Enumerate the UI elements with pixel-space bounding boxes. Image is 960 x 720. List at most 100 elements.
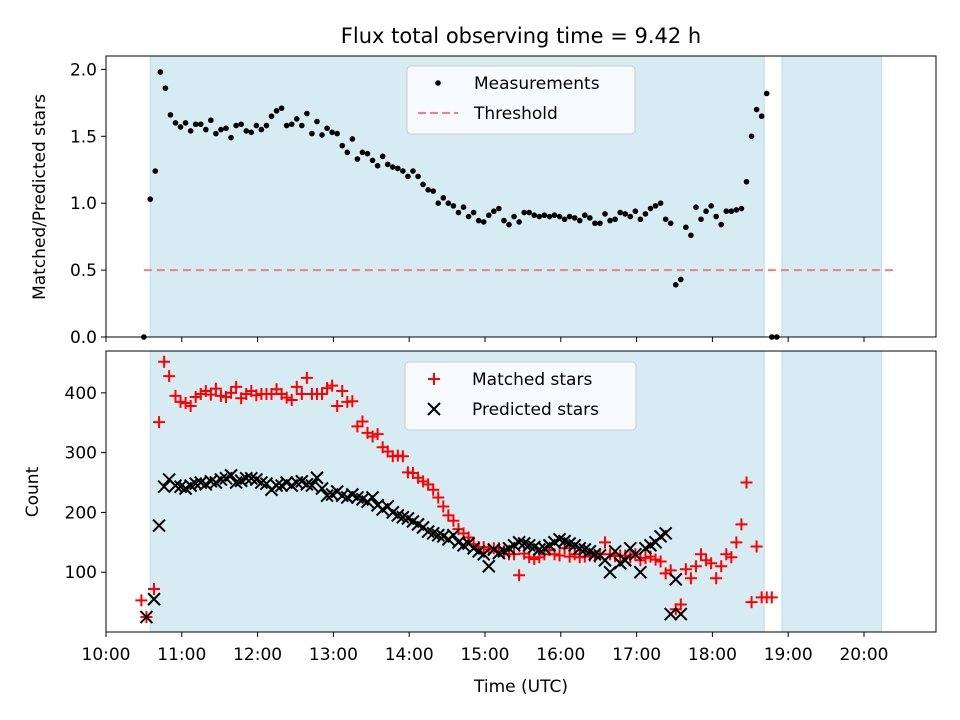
bottom-x-tick-label: 11:00 [157, 645, 206, 665]
measurement-point [177, 124, 184, 130]
measurement-point [359, 149, 366, 156]
measurement-point [506, 221, 512, 228]
predicted-star-point [300, 477, 314, 492]
measurement-point [410, 168, 416, 174]
measurement-point [647, 205, 654, 212]
measurement-point [738, 205, 745, 212]
measurement-point [248, 129, 255, 136]
count-panel: 100 200 300 400 10:00 11:00 12:00 13:00 14:00 15:… [23, 350, 937, 697]
measurement-point [546, 213, 553, 220]
measurement-point [283, 122, 290, 129]
bottom-x-tick-label: 12:00 [233, 645, 282, 665]
measurement-point [243, 128, 250, 134]
measurement-point [203, 126, 209, 133]
bottom-x-tick-label: 17:00 [612, 645, 661, 665]
matched-star-point [336, 385, 349, 398]
measurement-point [324, 125, 330, 132]
measurement-point [652, 203, 659, 209]
predicted-star-point [512, 535, 526, 550]
matched-star-point [189, 391, 202, 404]
top-y-axis-label: Matched/Predicted stars [30, 94, 50, 300]
measurement-point [420, 181, 426, 188]
measurement-point [455, 209, 462, 216]
matched-star-point [649, 553, 662, 566]
measurement-point [723, 208, 730, 215]
measurement-point [374, 162, 381, 169]
measurement-point [587, 215, 593, 221]
measurement-point [344, 149, 351, 156]
matched-star-point [250, 389, 263, 402]
bottom-x-tick-label: 10:00 [82, 645, 131, 665]
bottom-x-tick-label: 15:00 [460, 645, 509, 665]
matched-star-point [295, 388, 308, 401]
matched-star-point [624, 551, 637, 564]
bottom-y-tick-label: 200 [65, 503, 97, 523]
measurement-point [263, 122, 270, 129]
measurement-point [445, 200, 452, 206]
bottom-axis-ticks: 100 200 300 400 10:00 11:00 12:00 13:00 14:00 15:… [65, 384, 889, 665]
bottom-y-axis-label: Count [23, 466, 43, 517]
matched-star-point [179, 397, 192, 410]
measurement-point [354, 156, 361, 162]
measurement-point [753, 106, 760, 113]
measurement-point [708, 203, 714, 209]
measurement-point [470, 209, 477, 216]
bottom-x-tick-label: 19:00 [764, 645, 813, 665]
ratio-panel: 0.00.51.01.52.0 Matched/Predicted stars … [30, 55, 937, 348]
top-legend-box [406, 65, 636, 135]
measurement-point [763, 90, 770, 97]
measurement-point [597, 220, 603, 227]
predicted-star-point [431, 528, 445, 542]
measurement-point [182, 120, 189, 126]
matched-star-point [735, 518, 748, 531]
predicted-star-point [669, 572, 683, 587]
predicted-star-point [157, 480, 171, 494]
measurement-point [642, 211, 649, 217]
bottom-plot-marks [135, 355, 778, 624]
matched-star-point [679, 563, 692, 576]
measurement-point [566, 213, 573, 220]
measurement-point [496, 205, 502, 212]
matched-star-point [225, 386, 238, 399]
bottom-observing-bands [149, 350, 883, 633]
predicted-star-point [588, 547, 602, 561]
measurement-point [526, 209, 533, 216]
measurement-point [405, 173, 411, 180]
matched-star-point [442, 509, 455, 522]
measurement-point [415, 173, 421, 180]
measurement-point [662, 216, 669, 223]
matched-star-point [422, 478, 435, 491]
matched-star-point [153, 416, 166, 429]
measurement-point [627, 213, 634, 220]
legend-matched-marker [428, 373, 440, 385]
measurement-point [592, 220, 598, 227]
measurement-point [228, 134, 234, 141]
matched-star-point [331, 400, 344, 413]
measurement-point [516, 219, 522, 225]
measurement-point [581, 212, 588, 219]
chart-title: Flux total observing time = 9.42 h [341, 24, 701, 48]
predicted-star-point [633, 565, 648, 579]
measurement-point [157, 69, 164, 75]
measurement-point [718, 221, 725, 228]
predicted-star-point [628, 547, 643, 561]
predicted-star-point [254, 475, 269, 490]
top-observing-band [781, 55, 883, 338]
predicted-star-point [477, 547, 491, 561]
predicted-star-point [396, 510, 410, 524]
bottom-x-tick-label: 13:00 [309, 645, 358, 665]
matched-star-point [326, 379, 339, 392]
measurement-point [223, 125, 229, 132]
measurement-point [389, 164, 396, 170]
measurement-point [268, 113, 275, 120]
measurement-point [617, 209, 623, 216]
measurement-point [576, 217, 583, 224]
measurement-point [187, 128, 194, 134]
matched-star-point [204, 388, 217, 401]
measurement-point [208, 117, 214, 124]
legend-matched-label: Matched stars [472, 370, 592, 390]
matched-star-point [700, 554, 713, 567]
measurement-point [551, 212, 558, 219]
predicted-star-point [224, 468, 238, 483]
